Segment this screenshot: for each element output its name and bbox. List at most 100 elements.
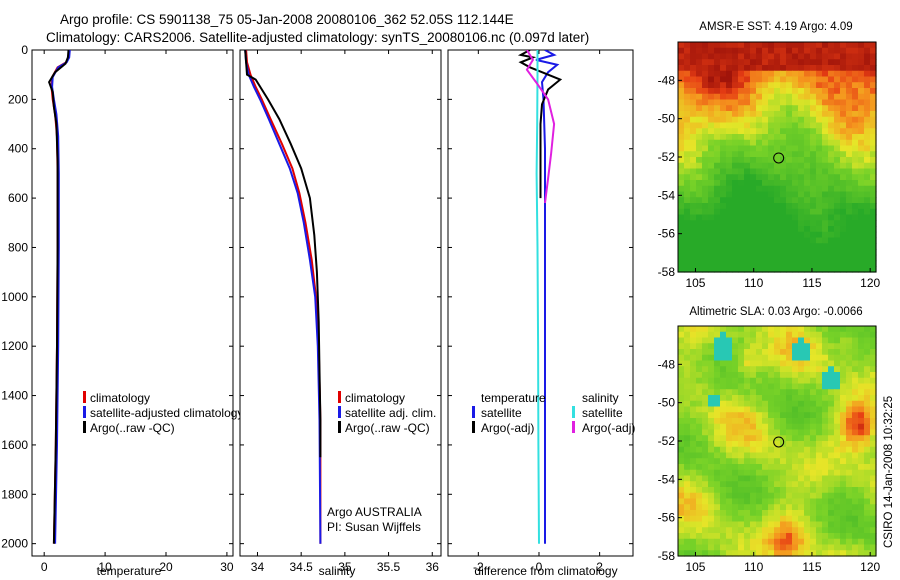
heatmap-cell (690, 116, 697, 124)
heatmap-cell (780, 458, 787, 465)
heatmap-cell (702, 349, 709, 356)
heatmap-cell (870, 452, 877, 459)
heatmap-cell (726, 254, 733, 262)
heatmap-cell (732, 168, 739, 175)
heatmap-cell (762, 533, 769, 540)
heatmap-cell (714, 475, 721, 482)
heatmap-cell (696, 237, 703, 244)
heatmap-cell (762, 168, 769, 175)
heatmap-cell (870, 70, 877, 78)
heatmap-cell (798, 354, 805, 362)
heatmap-cell (762, 105, 769, 112)
heatmap-cell (768, 53, 775, 60)
heatmap-cell (762, 383, 769, 390)
heatmap-cell (852, 157, 859, 164)
heatmap-cell (744, 360, 751, 367)
heatmap-cell (864, 510, 871, 517)
heatmap-cell (702, 139, 709, 147)
heatmap-cell (750, 203, 757, 210)
heatmap-cell (714, 70, 721, 78)
heatmap-cell (678, 446, 685, 454)
heatmap-cell (744, 498, 751, 505)
figure-title-line1: Argo profile: CS 5901138_75 05-Jan-2008 … (60, 12, 514, 27)
temperature-axes-frame (31, 49, 234, 557)
x-tick-label: -2 (473, 560, 484, 574)
heatmap-cell (864, 157, 871, 164)
heatmap-cell (732, 446, 739, 454)
heatmap-cell (720, 395, 727, 402)
heatmap-cell (732, 521, 739, 528)
heatmap-cell (828, 550, 835, 557)
heatmap-cell (852, 504, 859, 511)
heatmap-cell (714, 65, 721, 72)
heatmap-cell (690, 254, 697, 262)
heatmap-cell (822, 76, 829, 83)
heatmap-cell (840, 139, 847, 147)
heatmap-cell (798, 458, 805, 465)
y-tick-label: 200 (8, 92, 28, 106)
heatmap-cell (750, 418, 757, 425)
heatmap-cell (786, 464, 793, 471)
heatmap-cell (774, 487, 781, 494)
heatmap-cell (864, 395, 871, 402)
heatmap-cell (846, 389, 853, 396)
heatmap-cell (732, 53, 739, 60)
heatmap-cell (786, 521, 793, 528)
heatmap-cell (678, 452, 685, 459)
heatmap-cell (702, 423, 709, 431)
map-x-tick-label: 120 (860, 560, 880, 574)
heatmap-cell (678, 366, 685, 373)
heatmap-cell (768, 498, 775, 505)
heatmap-cell (774, 208, 781, 216)
heatmap-cell (834, 521, 841, 528)
heatmap-cell (732, 544, 739, 551)
heatmap-cell (750, 162, 757, 170)
heatmap-cell (690, 343, 697, 350)
heatmap-cell (864, 168, 871, 175)
heatmap-cell (702, 70, 709, 78)
heatmap-cell (696, 395, 703, 402)
heatmap-cell (678, 395, 685, 402)
heatmap-cell (810, 59, 817, 66)
heatmap-cell (852, 82, 859, 89)
sst-map-axes: 105 110 115 120-48-50-52-54-56-58 (658, 73, 881, 290)
difference-legend: temperature satellite Argo(-adj) salinit… (472, 391, 635, 435)
heatmap-cell (792, 366, 799, 373)
heatmap-cell (726, 538, 733, 546)
heatmap-cell (714, 203, 721, 210)
heatmap-cell (786, 266, 793, 273)
heatmap-cell (696, 326, 703, 333)
heatmap-cell (696, 492, 703, 500)
heatmap-cell (786, 128, 793, 135)
heatmap-cell (810, 515, 817, 523)
heatmap-cell (804, 475, 811, 482)
heatmap-cell (774, 139, 781, 147)
heatmap-cell (870, 162, 877, 170)
heatmap-cell (852, 243, 859, 250)
heatmap-cell (816, 208, 823, 216)
heatmap-cell (828, 544, 835, 551)
heatmap-cell (726, 458, 733, 465)
heatmap-cell (744, 53, 751, 60)
heatmap-cell (720, 266, 727, 273)
heatmap-cell (798, 400, 805, 408)
heatmap-cell (684, 139, 691, 147)
temperature-x-axis: 0 10 20 30 (41, 50, 234, 574)
heatmap-cell (768, 237, 775, 244)
heatmap-cell (768, 185, 775, 193)
heatmap-cell (696, 377, 703, 385)
heatmap-cell (870, 203, 877, 210)
heatmap-cell (720, 504, 727, 511)
heatmap-cell (714, 423, 721, 431)
heatmap-cell (768, 59, 775, 66)
heatmap-cell (702, 168, 709, 175)
heatmap-cell (696, 412, 703, 419)
heatmap-cell (858, 418, 865, 425)
heatmap-cell (768, 458, 775, 465)
heatmap-cell (822, 191, 829, 198)
heatmap-cell (750, 372, 757, 379)
heatmap-cell (810, 372, 817, 379)
heatmap-cell (816, 139, 823, 147)
heatmap-cell (864, 47, 871, 55)
heatmap-cell (828, 349, 835, 356)
